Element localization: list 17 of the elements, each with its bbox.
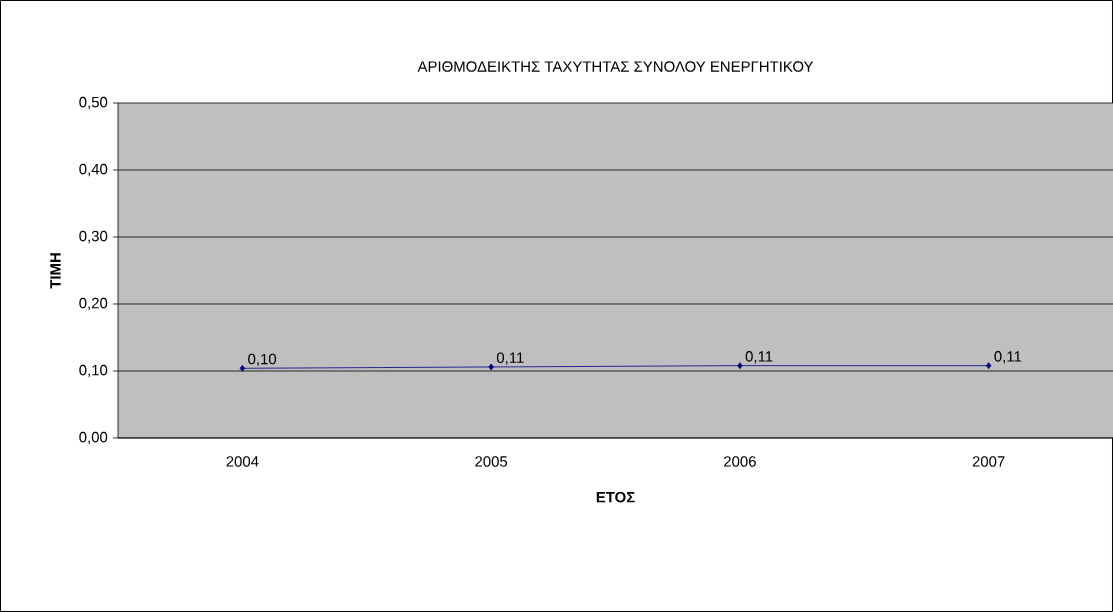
data-label: 0,11 [745,351,773,364]
y-tick-label: 0,50 [79,96,108,110]
data-label: 0,11 [496,352,524,365]
y-tick-label: 0,00 [79,431,108,445]
x-tick-label: 2005 [475,456,508,467]
data-label: 0,11 [994,351,1022,364]
x-axis-title: ΕΤΟΣ [596,491,635,503]
y-axis-title: ΤΙΜΗ [50,253,61,289]
x-tick-label: 2006 [724,456,756,467]
y-tick-label: 0,10 [79,364,108,378]
x-tick-label: 2007 [972,456,1005,467]
x-tick-label: 2004 [226,456,259,467]
chart-title: ΑΡΙΘΜΟΔΕΙΚΤΗΣ ΤΑΧΥΤΗΤΑΣ ΣΥΝΟΛΟΥ ΕΝΕΡΓΗΤΙΚΟΥ [417,61,814,72]
data-label: 0,10 [248,353,277,367]
y-tick-label: 0,30 [79,230,108,244]
y-tick-label: 0,40 [79,163,108,177]
y-tick-label: 0,20 [79,297,108,311]
